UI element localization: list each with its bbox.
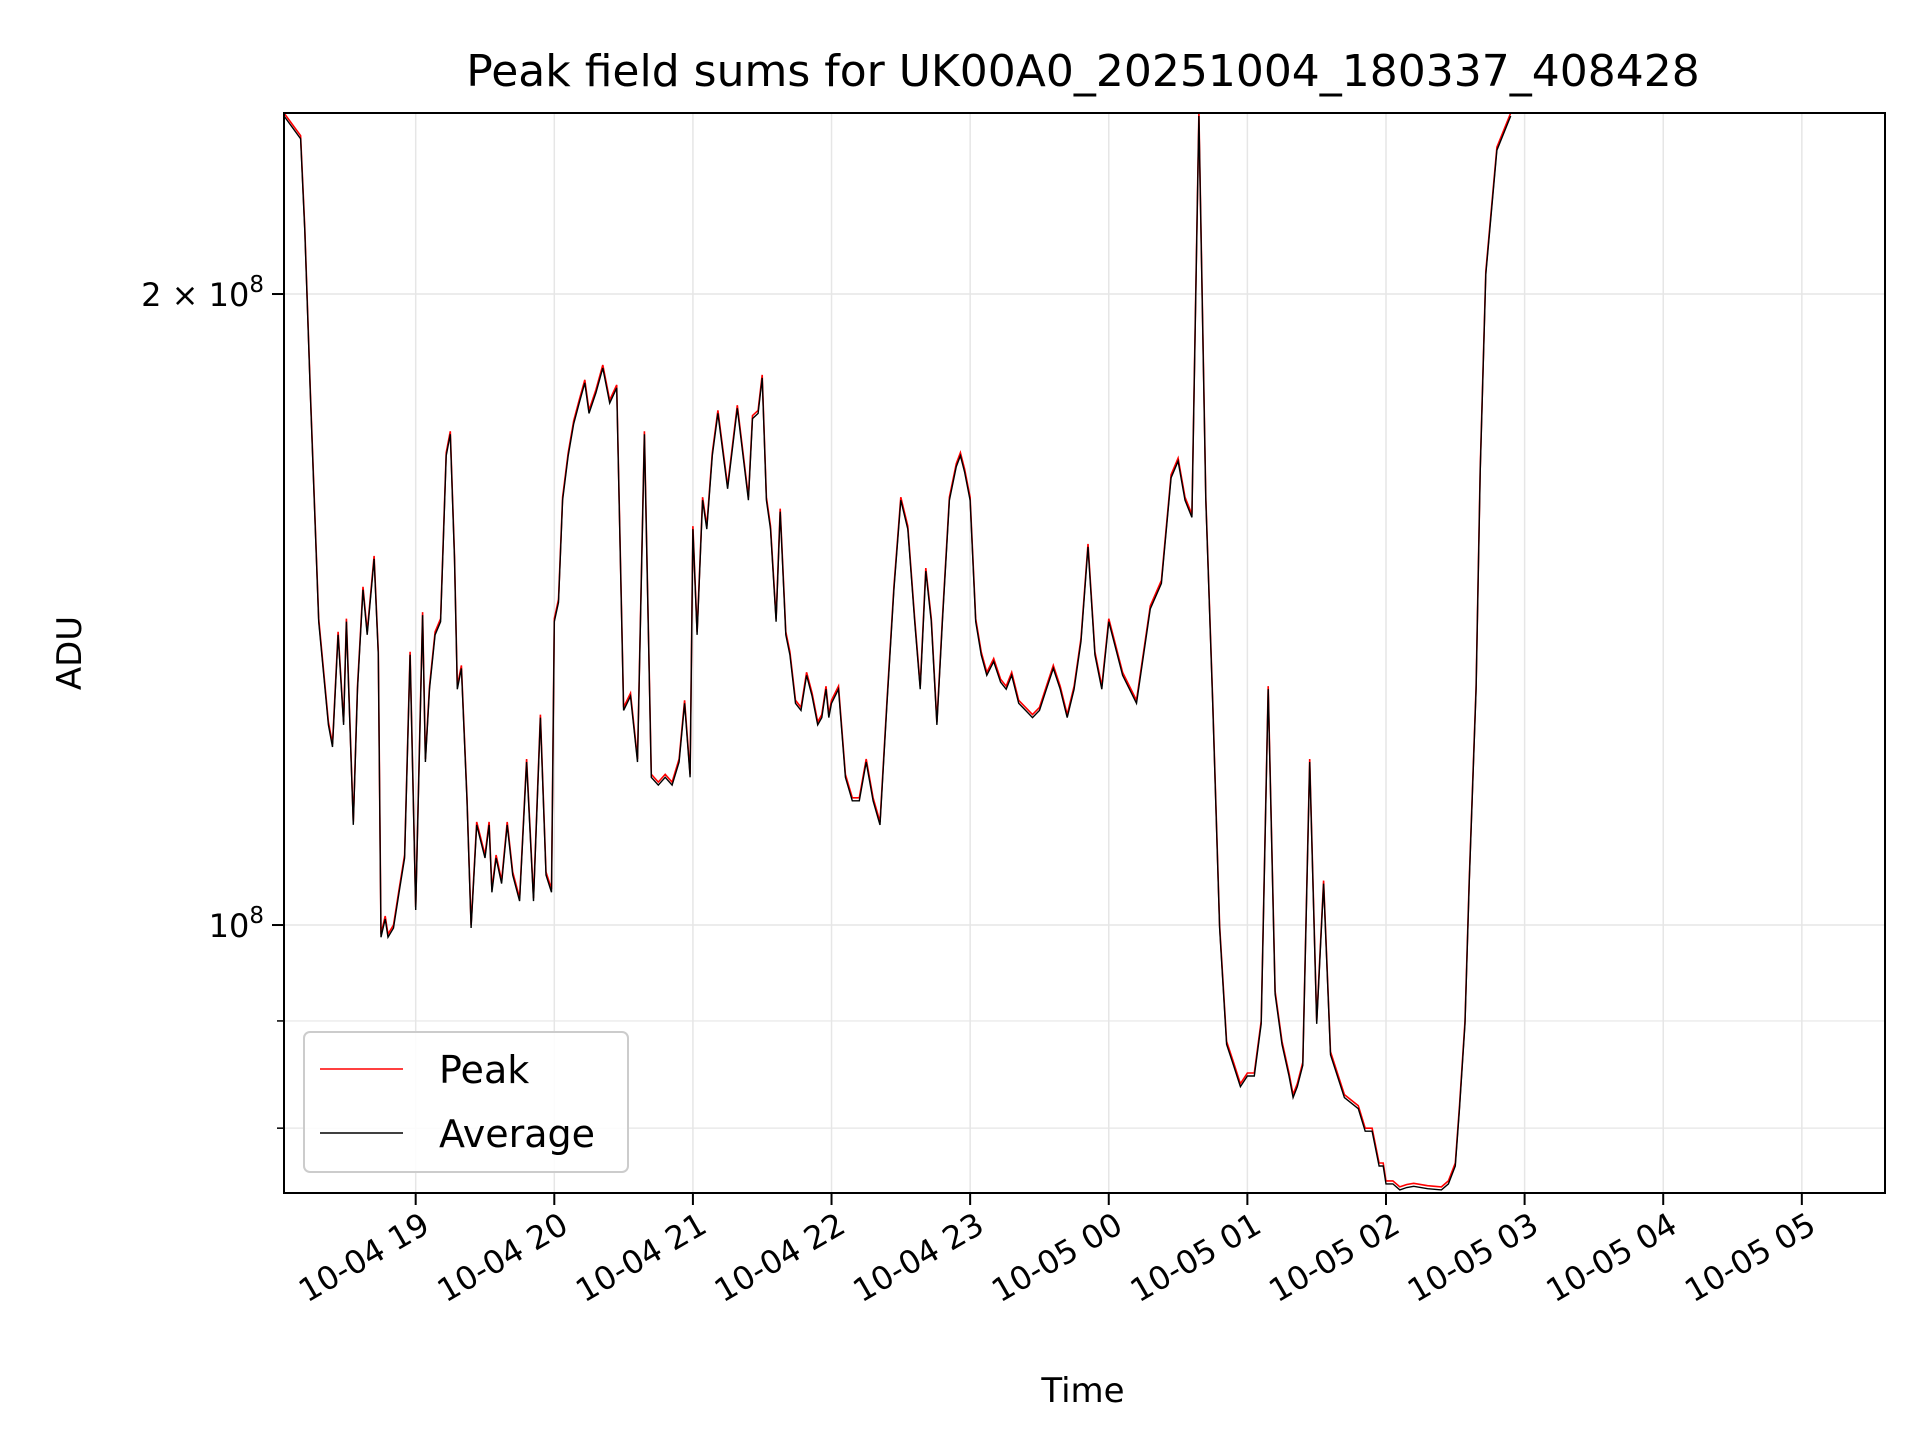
y-tick-label: 2 × 108 xyxy=(141,272,264,314)
plot-area xyxy=(284,113,1512,1191)
legend-peak-label: Peak xyxy=(439,1048,529,1092)
chart-title: Peak field sums for UK00A0_20251004_1803… xyxy=(466,46,1699,97)
plot-frame xyxy=(283,112,1886,1194)
average-series-line xyxy=(284,115,1512,1191)
x-axis-label: Time xyxy=(1040,1371,1124,1411)
legend-average-label: Average xyxy=(439,1112,595,1156)
y-axis-label: ADU xyxy=(50,616,90,690)
grid xyxy=(284,113,1885,1193)
legend: Peak Average xyxy=(303,1031,629,1173)
legend-box xyxy=(303,1031,629,1173)
